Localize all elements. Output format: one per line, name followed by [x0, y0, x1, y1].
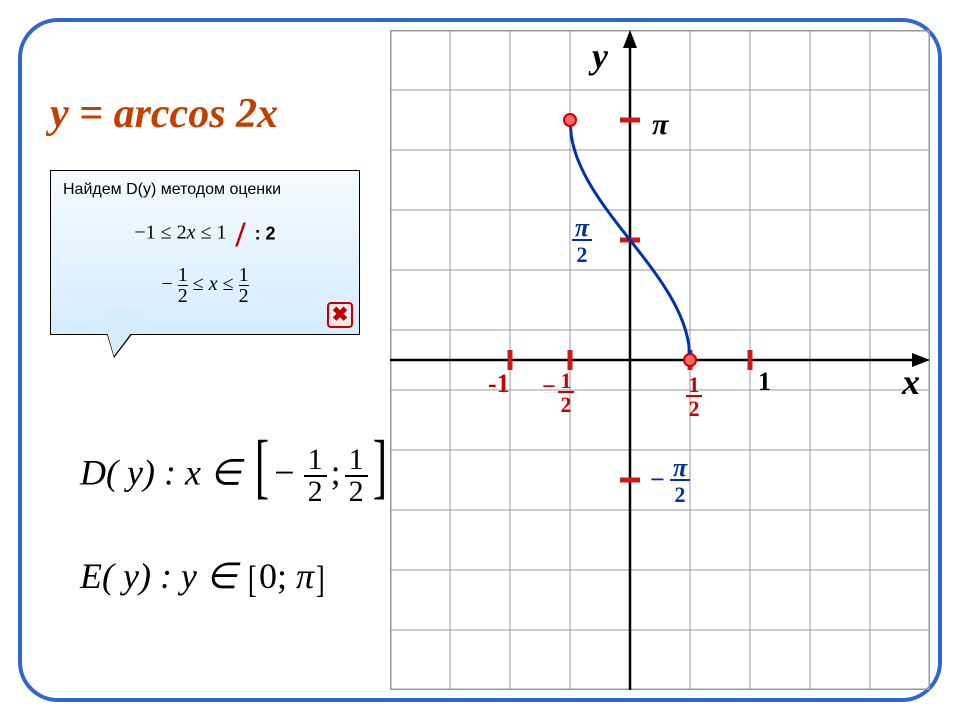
estimation-callout: Найдем D(y) методом оценки −1 ≤ 2x ≤ 1 /…: [50, 170, 360, 335]
svg-text:-1: -1: [488, 369, 510, 398]
callout-tail: [100, 308, 150, 356]
svg-text:1: 1: [561, 368, 572, 393]
svg-text:2: 2: [675, 482, 686, 507]
svg-text:2: 2: [561, 392, 572, 417]
svg-text:−: −: [650, 465, 665, 494]
svg-text:π: π: [575, 213, 590, 242]
graph-plot: yxππ2−π21-1−1212: [390, 30, 930, 690]
svg-text:−: −: [542, 374, 556, 400]
range-expr: E( y) : y ∈ [0; π]: [80, 555, 327, 602]
divide-by-2: : 2: [255, 224, 276, 244]
svg-text:2: 2: [689, 396, 700, 421]
svg-text:π: π: [652, 108, 669, 141]
svg-text:1: 1: [689, 372, 700, 397]
inequality-1: −1 ≤ 2x ≤ 1 / : 2: [63, 213, 347, 255]
domain-expr: D( y) : x ∈ [− 12;12]: [80, 445, 392, 507]
main-equation: y = arccos 2x: [50, 90, 278, 138]
svg-text:1: 1: [758, 367, 771, 396]
svg-text:y: y: [588, 36, 609, 76]
svg-text:2: 2: [577, 242, 588, 267]
svg-text:π: π: [673, 453, 688, 482]
divide-slash: /: [232, 214, 250, 254]
callout-title: Найдем D(y) методом оценки: [63, 181, 347, 199]
close-icon[interactable]: ✖: [327, 302, 353, 328]
svg-text:x: x: [901, 362, 920, 402]
inequality-2: − 12 ≤ x ≤ 12: [63, 265, 347, 306]
